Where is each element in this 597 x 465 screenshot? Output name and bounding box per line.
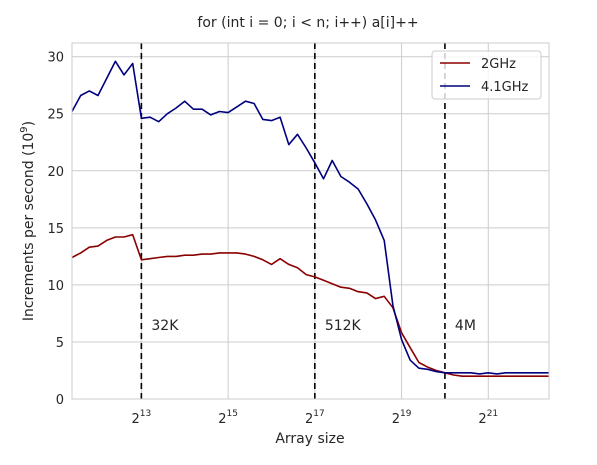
- legend-label-2ghz: 2GHz: [481, 57, 516, 72]
- marker-label: 512K: [325, 318, 362, 334]
- y-axis-label-suffix: ): [21, 121, 37, 126]
- y-tick-label: 0: [56, 393, 64, 408]
- y-axis-ticks: 0 5 10 15 20 25 30: [47, 51, 64, 408]
- marker-label: 32K: [151, 318, 179, 334]
- y-tick-label: 20: [47, 165, 64, 180]
- plot-frame: [71, 42, 550, 400]
- y-tick-label: 30: [47, 51, 64, 66]
- y-axis-label: Increments per second (109): [19, 121, 37, 321]
- x-axis-ticks: 213 215 217 219 221: [132, 409, 499, 427]
- marker-label: 4M: [455, 318, 476, 334]
- legend-label-4-1ghz: 4.1GHz: [481, 80, 529, 95]
- x-axis-label: Array size: [275, 431, 344, 447]
- y-axis-label-exponent: 9: [19, 126, 30, 132]
- x-tick-label: 213: [132, 409, 152, 427]
- series-line-2ghz: [71, 233, 549, 378]
- y-tick-label: 10: [47, 279, 64, 294]
- x-tick-label: 219: [392, 409, 412, 427]
- series-line-4-1ghz: [71, 60, 549, 375]
- chart-title: for (int i = 0; i < n; i++) a[i]++: [197, 15, 418, 31]
- marker-lines: 32K 512K 4M: [140, 43, 476, 399]
- y-tick-label: 25: [47, 108, 64, 123]
- y-axis-label-prefix: Increments per second (10: [21, 133, 37, 321]
- x-tick-label: 221: [478, 409, 498, 427]
- series-lines: [71, 60, 549, 378]
- legend: 2GHz 4.1GHz: [431, 50, 542, 100]
- y-tick-label: 5: [56, 336, 64, 351]
- y-tick-label: 15: [47, 222, 64, 237]
- x-tick-label: 217: [305, 409, 325, 427]
- x-tick-label: 215: [218, 409, 238, 427]
